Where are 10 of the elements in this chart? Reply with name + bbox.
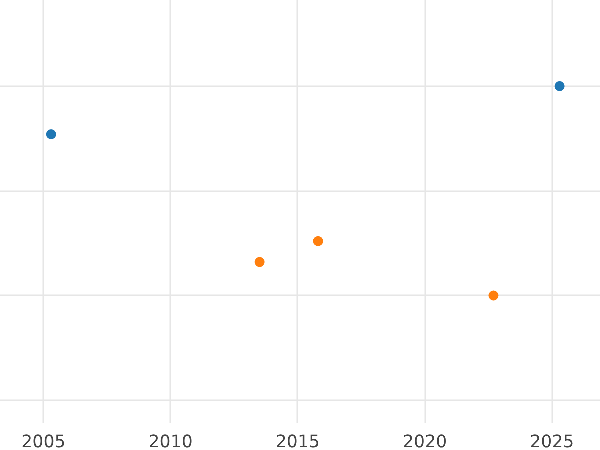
x-tick-label: 2005 bbox=[22, 432, 66, 450]
x-tick-label: 2025 bbox=[530, 432, 574, 450]
point bbox=[46, 130, 56, 140]
point bbox=[254, 257, 265, 268]
point bbox=[488, 290, 499, 301]
point bbox=[313, 236, 324, 246]
x-tick-label: 2010 bbox=[148, 432, 193, 450]
x-tick-label: 2020 bbox=[403, 432, 448, 450]
point bbox=[554, 81, 565, 92]
x-tick-label: 2015 bbox=[276, 432, 320, 450]
